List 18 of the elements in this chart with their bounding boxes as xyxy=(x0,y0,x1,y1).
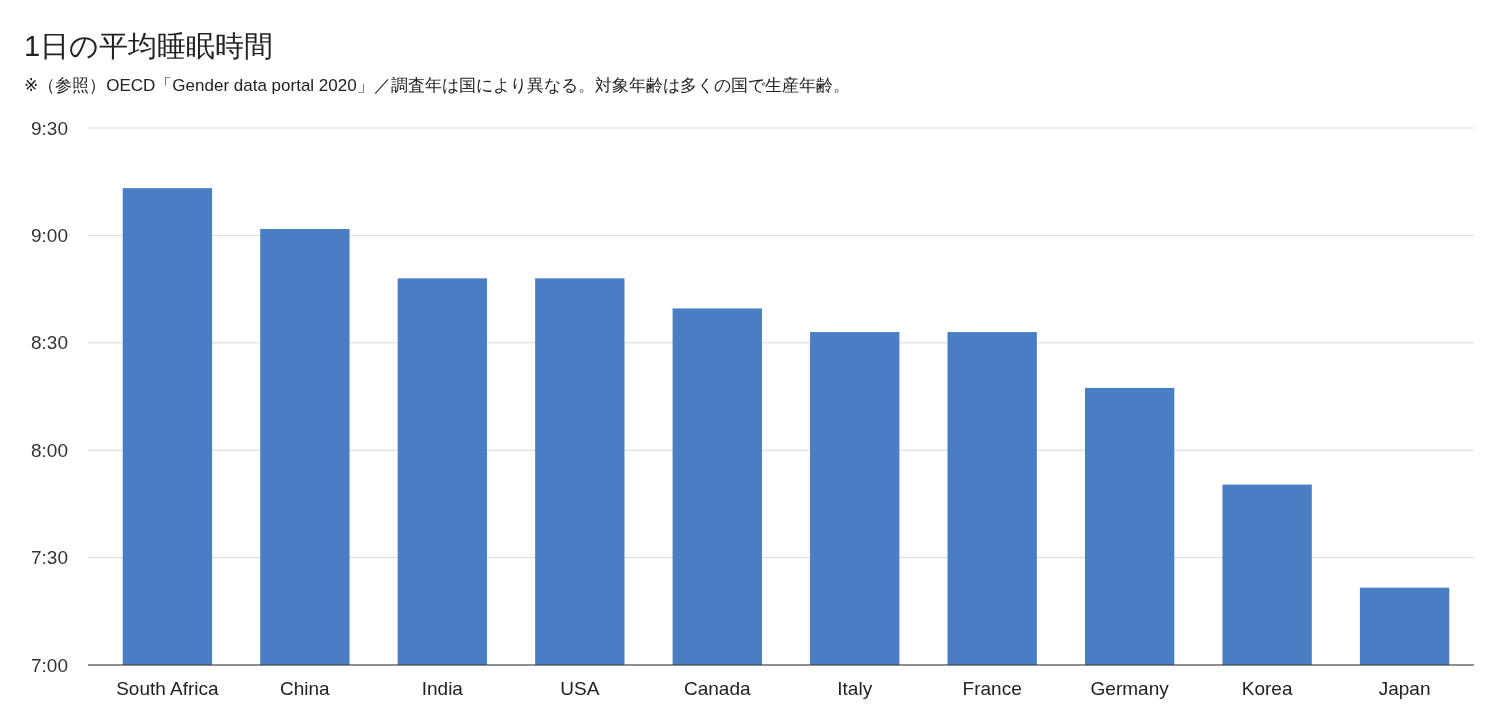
y-tick-label: 9:00 xyxy=(31,225,68,247)
x-tick-label: Germany xyxy=(1090,678,1170,699)
y-tick-label: 7:00 xyxy=(31,654,68,676)
y-tick-label: 9:30 xyxy=(31,117,68,139)
x-tick-label: South Africa xyxy=(116,678,220,699)
y-tick-label: 8:00 xyxy=(31,439,68,461)
y-tick-label: 8:30 xyxy=(31,332,68,354)
x-tick-label: China xyxy=(280,678,331,699)
x-tick-label: India xyxy=(421,678,464,699)
y-tick-label: 7:30 xyxy=(31,547,68,569)
x-tick-label: Italy xyxy=(837,678,873,699)
x-tick-label: Canada xyxy=(683,678,751,699)
x-tick-label: USA xyxy=(560,678,600,699)
x-tick-label: France xyxy=(962,678,1022,699)
x-tick-label: Korea xyxy=(1241,678,1293,699)
chart-subtitle: ※（参照）OECD「Gender data portal 2020」／調査年は国により異なる。対象年齢は多くの国で生産年齢。 xyxy=(24,76,850,95)
chart-title: 1日の平均睡眠時間 xyxy=(24,30,274,62)
x-tick-label: Japan xyxy=(1378,678,1431,699)
